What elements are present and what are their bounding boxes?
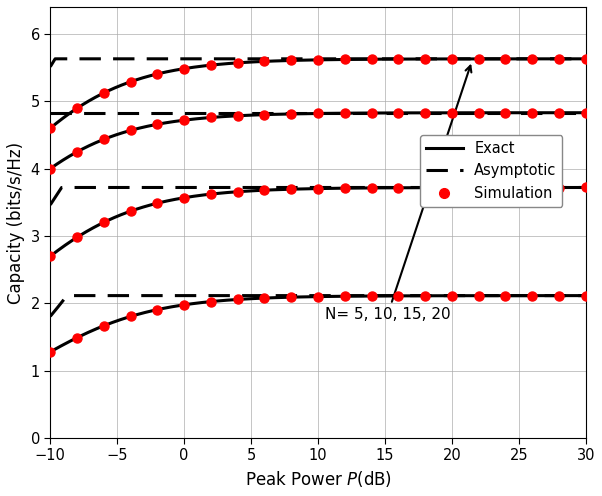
X-axis label: Peak Power $P$(dB): Peak Power $P$(dB)	[244, 469, 391, 489]
Legend: Exact, Asymptotic, Simulation: Exact, Asymptotic, Simulation	[420, 135, 562, 207]
Text: N= 5, 10, 15, 20: N= 5, 10, 15, 20	[324, 65, 471, 322]
Y-axis label: Capacity (bits/s/Hz): Capacity (bits/s/Hz)	[7, 141, 25, 304]
